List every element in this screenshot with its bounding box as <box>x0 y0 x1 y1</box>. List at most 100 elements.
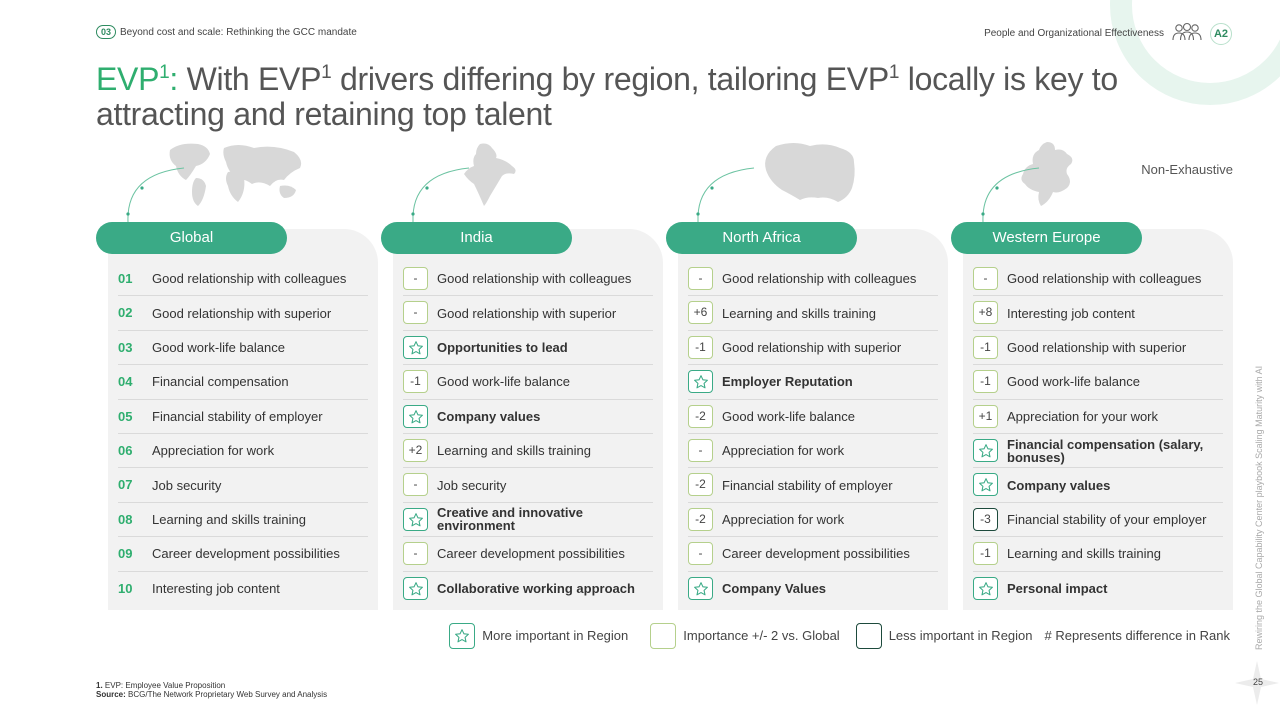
driver-label: Financial compensation (salary, bonuses) <box>1007 436 1204 465</box>
non-exhaustive-note: Non-Exhaustive <box>1141 162 1233 177</box>
driver-label: Company values <box>437 408 541 424</box>
people-group-icon <box>1170 22 1204 45</box>
rank-difference-marker: -1 <box>688 335 713 359</box>
driver-label: Financial stability of your employer <box>1007 511 1207 527</box>
driver-label: Good work-life balance <box>152 339 285 355</box>
region-title-pill: Global <box>96 222 287 254</box>
page-number: 25 <box>1252 677 1263 687</box>
driver-row: - Job security <box>403 468 653 503</box>
rank-difference-marker: - <box>403 267 428 290</box>
region-map-icon <box>756 140 866 215</box>
legend-less-swatch <box>855 622 882 649</box>
more-important-marker <box>688 370 713 394</box>
rank-number: 08 <box>118 511 133 527</box>
driver-row: Employer Reputation <box>688 365 938 400</box>
region-panel <box>108 229 378 610</box>
top-bar: 03 Beyond cost and scale: Rethinking the… <box>96 22 1232 45</box>
rank-difference-marker: - <box>403 301 428 325</box>
driver-label: Financial stability of employer <box>152 408 323 424</box>
driver-label: Good relationship with colleagues <box>1007 271 1202 287</box>
more-important-marker <box>403 576 428 600</box>
footnote-1: 1. EVP: Employee Value Proposition <box>96 681 226 690</box>
footnotes: 1. EVP: Employee Value Proposition Sourc… <box>96 681 327 699</box>
driver-row: -1 Good relationship with superior <box>688 331 938 366</box>
driver-row: Collaborative working approach <box>403 572 653 606</box>
topic-badge: A2 <box>1210 22 1232 45</box>
topic-text: People and Organizational Effectiveness <box>984 28 1164 39</box>
rank-number: 03 <box>118 339 133 355</box>
section-tag: 03 Beyond cost and scale: Rethinking the… <box>96 25 357 39</box>
legend-less-label: Less important in Region <box>888 628 1033 643</box>
driver-row: - Appreciation for work <box>688 434 938 469</box>
driver-row: Creative and innovative environment <box>403 503 653 538</box>
driver-label: Company Values <box>722 581 827 597</box>
side-document-title: Rewiring the Global Capability Center pl… <box>1254 365 1264 650</box>
driver-label: Collaborative working approach <box>437 581 635 597</box>
rank-difference-marker: +1 <box>973 404 998 428</box>
region-column-western-europe: Western Europe - Good relationship with co… <box>951 140 1233 610</box>
region-map-icon <box>456 140 526 215</box>
driver-label: Appreciation for work <box>722 511 845 527</box>
driver-label: Good work-life balance <box>722 408 855 424</box>
driver-row: 01 Good relationship with colleagues <box>118 262 368 297</box>
driver-row: -1 Good work-life balance <box>403 365 653 400</box>
star-icon <box>408 409 423 423</box>
rank-number: 09 <box>118 546 133 562</box>
region-title-pill: India <box>381 222 572 254</box>
driver-label: Appreciation for your work <box>1007 408 1159 424</box>
star-icon <box>693 581 708 595</box>
rank-difference-marker: - <box>688 438 713 462</box>
rank-difference-marker: -2 <box>688 507 713 531</box>
driver-row: +1 Appreciation for your work <box>973 400 1223 434</box>
driver-list: - Good relationship with colleagues +6 Lear… <box>688 262 938 606</box>
driver-label: Employer Reputation <box>722 374 853 390</box>
legend: More important in Region Importance +/- … <box>449 622 1230 649</box>
legend-similar-label: Importance +/- 2 vs. Global <box>683 628 840 643</box>
driver-row: +2 Learning and skills training <box>403 434 653 469</box>
driver-row: -1 Learning and skills training <box>973 537 1223 572</box>
page-title: EVP1: With EVP1 drivers differing by reg… <box>96 61 1118 132</box>
driver-row: +8 Interesting job content <box>973 296 1223 331</box>
driver-row: -2 Financial stability of employer <box>688 468 938 503</box>
legend-similar: Importance +/- 2 vs. Global <box>650 622 840 649</box>
driver-label: Career development possibilities <box>437 546 625 562</box>
region-title-pill: Western Europe <box>951 222 1142 254</box>
rank-difference-marker: -2 <box>688 473 713 497</box>
driver-row: - Career development possibilities <box>688 537 938 572</box>
driver-row: - Good relationship with colleagues <box>973 262 1223 297</box>
star-icon <box>978 444 993 458</box>
driver-list: - Good relationship with colleagues +8 Inte… <box>973 262 1223 606</box>
driver-label: Creative and innovative environment <box>437 505 583 534</box>
star-icon <box>693 375 708 389</box>
driver-row: -2 Appreciation for work <box>688 503 938 538</box>
star-icon <box>408 512 423 527</box>
rank-number: 07 <box>118 477 133 493</box>
topic-label: People and Organizational Effectiveness … <box>984 22 1232 45</box>
region-panel <box>678 229 948 610</box>
region-panel <box>393 229 663 610</box>
driver-label: Appreciation for work <box>152 443 275 459</box>
region-panel <box>963 229 1233 610</box>
legend-rank-note: # Represents difference in Rank <box>1045 628 1230 643</box>
driver-label: Learning and skills training <box>437 443 591 459</box>
decorative-arc <box>686 164 756 229</box>
legend-less: Less important in Region <box>855 622 1033 649</box>
driver-row: 06 Appreciation for work <box>118 434 368 469</box>
driver-label: Learning and skills training <box>152 511 306 527</box>
rank-difference-marker: - <box>688 267 713 290</box>
rank-difference-marker: - <box>403 542 428 566</box>
driver-label: Personal impact <box>1007 581 1108 597</box>
more-important-marker <box>403 335 428 359</box>
driver-row: Company values <box>403 400 653 434</box>
driver-label: Good relationship with superior <box>437 305 617 321</box>
star-icon <box>408 340 423 355</box>
driver-label: Interesting job content <box>1007 305 1135 321</box>
legend-rank-note-label: # Represents difference in Rank <box>1044 628 1230 643</box>
section-number: 03 <box>96 25 117 39</box>
rank-difference-marker: -2 <box>688 404 713 428</box>
driver-row: Opportunities to lead <box>403 331 653 366</box>
driver-label: Career development possibilities <box>152 546 340 562</box>
driver-row: 04 Financial compensation <box>118 365 368 400</box>
decorative-arc <box>116 164 186 229</box>
region-title-pill: North Africa <box>666 222 857 254</box>
